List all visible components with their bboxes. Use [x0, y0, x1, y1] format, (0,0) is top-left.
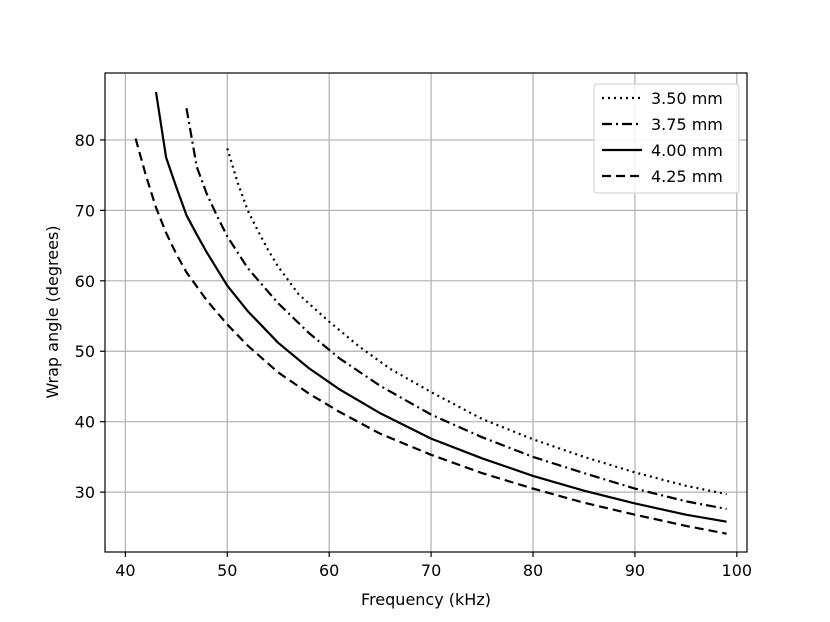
series-line-4-00-mm [154, 91, 727, 523]
series-lines [134, 91, 727, 535]
x-tick-label: 90 [625, 561, 645, 580]
y-tick-label: 60 [75, 272, 95, 291]
grid [105, 73, 747, 552]
plot-frame [104, 72, 748, 553]
y-tick-label: 30 [75, 483, 95, 502]
x-tick-label: 50 [217, 561, 237, 580]
ticks: 40 50 60 70 80 90 100 30 40 50 60 70 80 [75, 131, 752, 580]
y-tick-label: 70 [75, 201, 95, 220]
x-tick-label: 80 [523, 561, 543, 580]
x-tick-label: 100 [722, 561, 753, 580]
y-tick-label: 40 [75, 413, 95, 432]
legend-label: 3.50 mm [651, 89, 723, 108]
x-tick-label: 40 [115, 561, 135, 580]
legend-label: 4.25 mm [651, 167, 723, 186]
y-tick-label: 80 [75, 131, 95, 150]
x-tick-label: 70 [421, 561, 441, 580]
x-axis-label: Frequency (kHz) [361, 590, 491, 609]
legend-label: 4.00 mm [651, 141, 723, 160]
series-line-3-75-mm [185, 108, 727, 511]
legend: 3.50 mm 3.75 mm 4.00 mm 4.25 mm [593, 83, 740, 194]
x-tick-label: 60 [319, 561, 339, 580]
series-line-4-25-mm [134, 138, 727, 535]
legend-label: 3.75 mm [651, 115, 723, 134]
y-tick-label: 50 [75, 342, 95, 361]
legend-box [593, 83, 740, 194]
y-axis-label: Wrap angle (degrees) [43, 225, 62, 398]
